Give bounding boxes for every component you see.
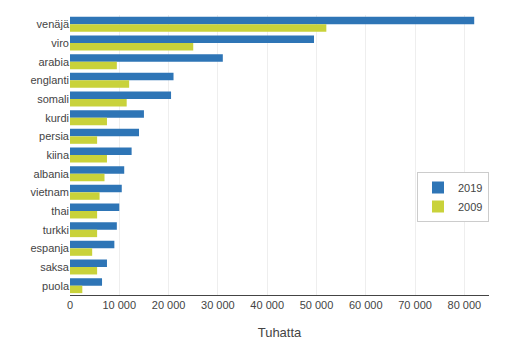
svg-text:arabia: arabia [38,56,69,68]
svg-text:50 000: 50 000 [300,299,334,311]
svg-text:kurdi: kurdi [45,112,69,124]
svg-text:espanja: espanja [30,242,69,254]
svg-text:10 000: 10 000 [102,299,136,311]
svg-text:60 000: 60 000 [349,299,383,311]
svg-text:0: 0 [67,299,73,311]
svg-text:persia: persia [39,130,70,142]
svg-text:vietnam: vietnam [30,186,69,198]
svg-text:englanti: englanti [30,74,69,86]
svg-text:kiina: kiina [46,149,70,161]
svg-text:2009: 2009 [458,201,482,213]
svg-text:saksa: saksa [40,261,70,273]
svg-text:venäjä: venäjä [37,18,70,30]
svg-text:viro: viro [51,37,69,49]
svg-text:Tuhatta: Tuhatta [258,325,302,340]
svg-text:70 000: 70 000 [398,299,432,311]
svg-text:thai: thai [51,205,69,217]
svg-text:80 000: 80 000 [448,299,482,311]
svg-text:turkki: turkki [43,224,69,236]
svg-text:30 000: 30 000 [201,299,235,311]
svg-text:somali: somali [37,93,69,105]
svg-text:40 000: 40 000 [250,299,284,311]
svg-text:20 000: 20 000 [152,299,186,311]
svg-text:albania: albania [34,168,70,180]
svg-text:puola: puola [42,280,70,292]
svg-text:2019: 2019 [458,182,482,194]
